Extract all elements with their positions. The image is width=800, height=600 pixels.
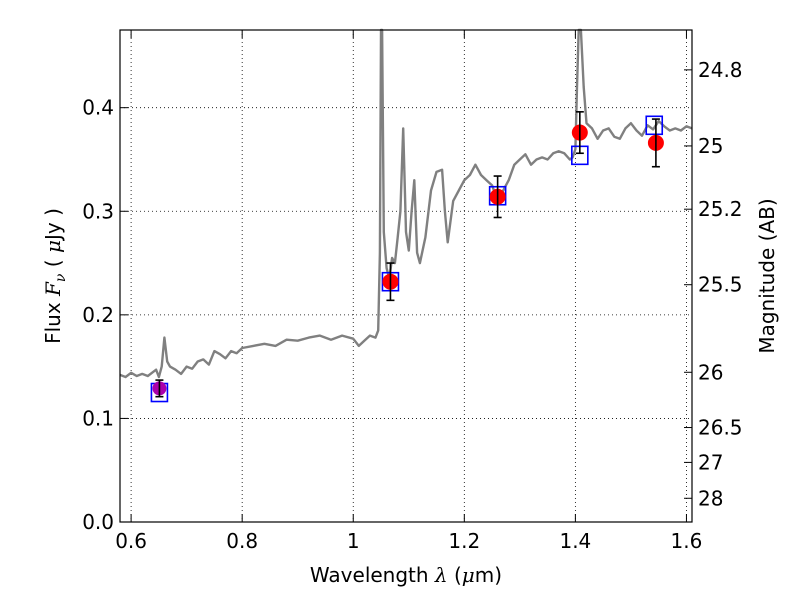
magnitude-tick-label: 26.5	[698, 416, 743, 440]
ticks-layer: 0.6 0.8 1 1.2 1.4 1.6 0.0 0.1 0.2 0.3 0.4 24.8 25 25.…	[82, 30, 743, 553]
plot-background	[120, 30, 692, 522]
y-tick-label: 0.3	[82, 199, 114, 223]
y-tick-label: 0.4	[82, 96, 114, 120]
spectrum-layer	[119, 28, 693, 379]
y-tick-label: 0.1	[82, 406, 114, 430]
x-tick-label: 0.8	[226, 529, 258, 553]
x-tick-label: 1.4	[559, 529, 591, 553]
magnitude-tick-label: 26	[698, 360, 723, 384]
spectrum-line	[119, 28, 693, 379]
magnitude-tick-label: 24.8	[698, 58, 743, 82]
y-tick-label: 0.2	[82, 303, 114, 327]
model-point-marker	[645, 115, 664, 136]
x-tick-label: 0.6	[115, 529, 147, 553]
plot-frame	[119, 29, 693, 523]
magnitude-tick-label: 25	[698, 134, 723, 158]
secondary-y-axis-label: Magnitude (AB)	[755, 198, 779, 353]
x-tick-label: 1	[347, 529, 360, 553]
x-axis-label: Wavelength λ (μm)	[310, 563, 502, 587]
y-tick-label: 0.0	[82, 510, 114, 534]
magnitude-tick-label: 27	[698, 450, 723, 474]
magnitude-tick-label: 25.5	[698, 273, 743, 297]
x-tick-label: 1.2	[448, 529, 480, 553]
x-tick-label: 1.6	[671, 529, 703, 553]
points-layer	[150, 111, 664, 403]
y-axis-label: Flux Fν ( μJy )	[41, 208, 69, 344]
magnitude-tick-label: 25.2	[698, 197, 743, 221]
magnitude-tick-label: 28	[698, 486, 723, 510]
